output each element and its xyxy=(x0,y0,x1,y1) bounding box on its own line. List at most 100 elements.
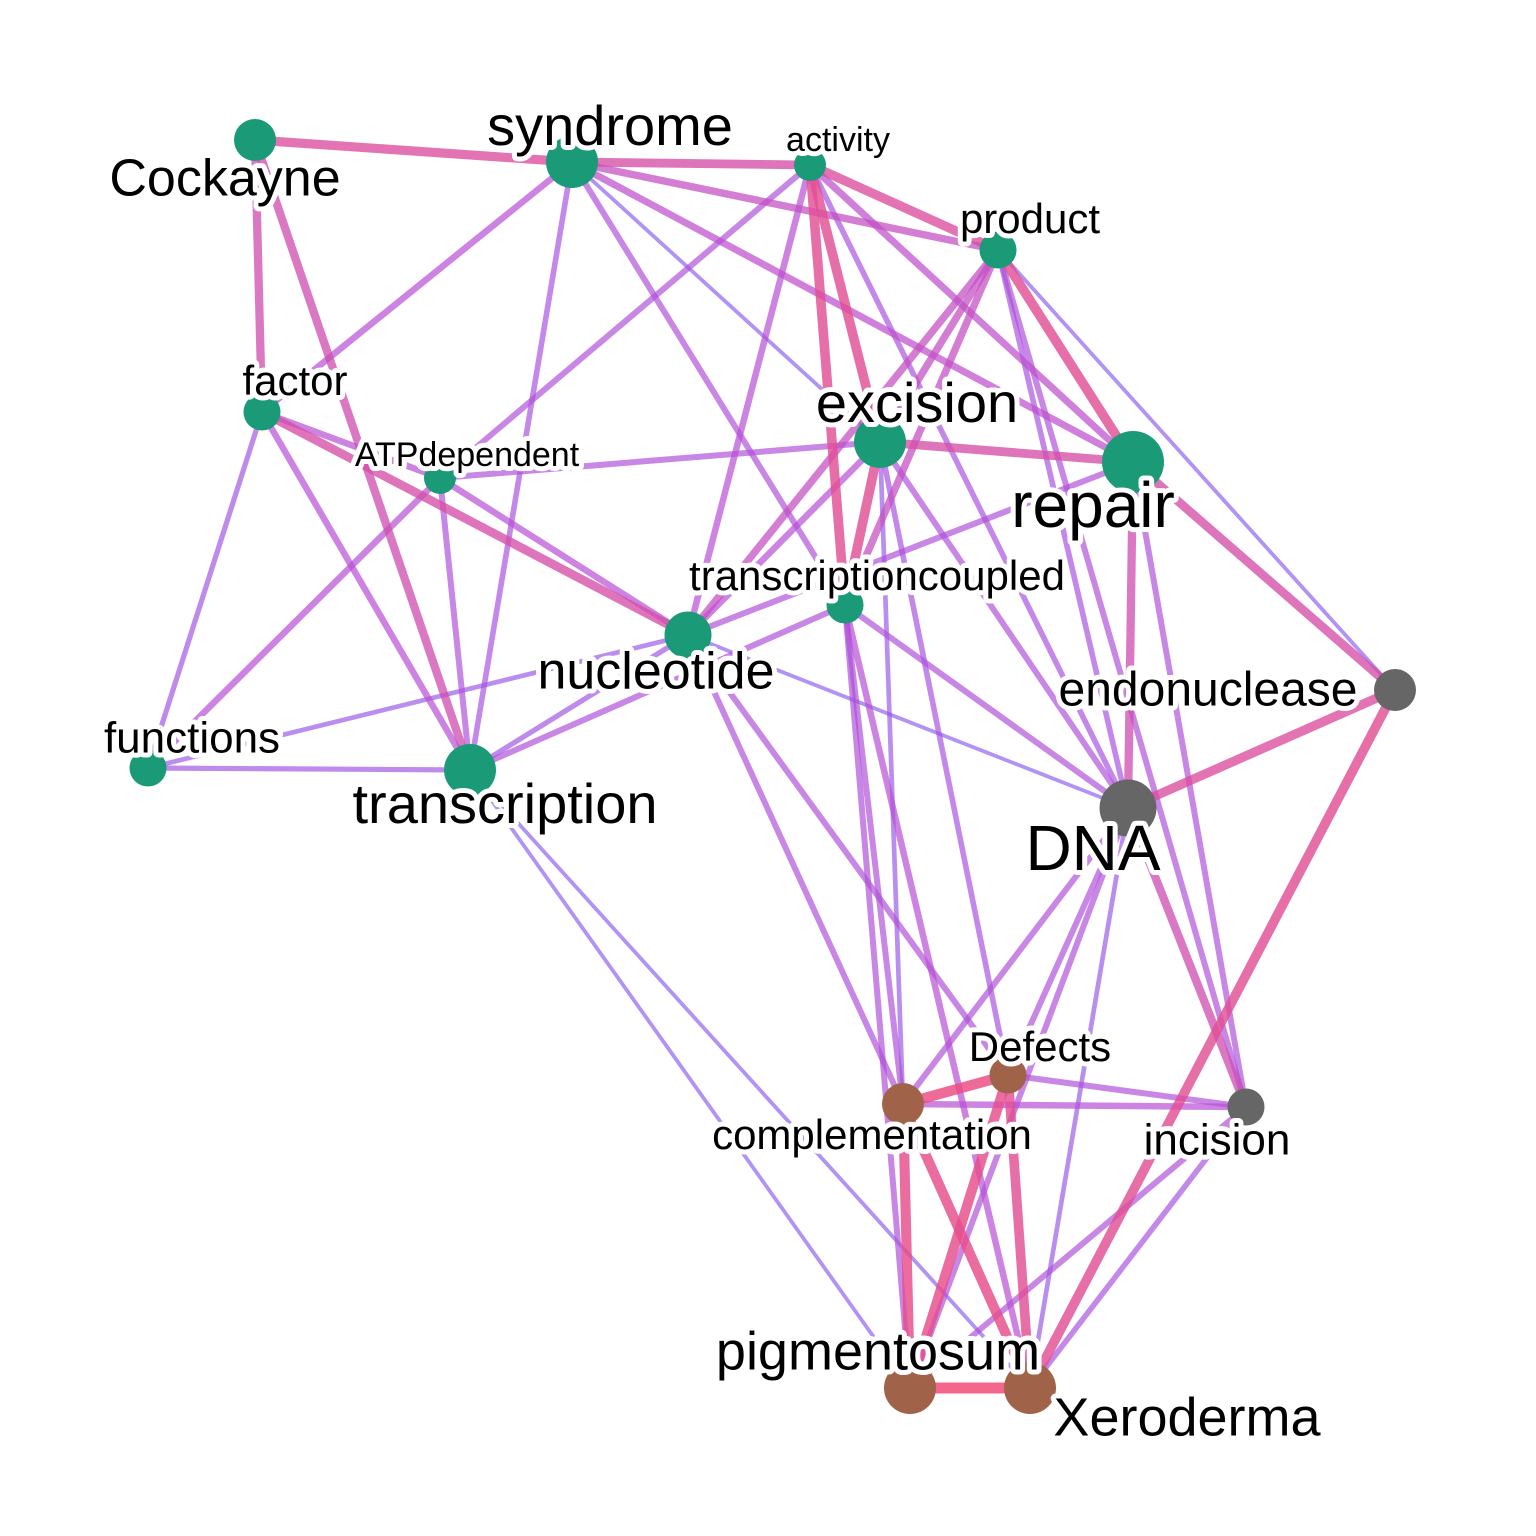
node-functions[interactable] xyxy=(129,749,167,787)
edge-activity-DNA xyxy=(807,162,1131,811)
node-label-functions: functions xyxy=(104,714,280,763)
node-label-Xeroderma: Xeroderma xyxy=(1053,1387,1321,1447)
edge-product-transcriptioncoupled xyxy=(841,246,1002,609)
edge-product-nucleotide xyxy=(684,246,1002,639)
edge-Cockayne-syndrome xyxy=(250,135,577,167)
node-endonuclease[interactable] xyxy=(1374,669,1416,711)
edge-factor-functions xyxy=(145,409,265,771)
edge-syndrome-repair xyxy=(568,158,1137,466)
node-layer xyxy=(129,119,1416,1414)
node-repair[interactable] xyxy=(1102,431,1164,493)
node-label-product: product xyxy=(960,195,1100,242)
node-Defects[interactable] xyxy=(989,1056,1027,1094)
edge-incision-Xeroderma xyxy=(1027,1104,1249,1391)
node-pigmentosum[interactable] xyxy=(884,1362,936,1414)
edge-ATPdependent-excision xyxy=(437,439,883,481)
edge-factor-nucleotide xyxy=(257,407,693,640)
edge-DNA-pigmentosum xyxy=(907,805,1131,1391)
edge-excision-complementation xyxy=(877,439,906,1107)
edge-transcription-Xeroderma xyxy=(468,768,1032,1390)
edge-repair-endonuclease xyxy=(1128,457,1400,695)
node-complementation[interactable] xyxy=(882,1083,924,1125)
node-DNA[interactable] xyxy=(1099,779,1157,837)
node-transcriptioncoupled[interactable] xyxy=(826,586,864,624)
edge-ATPdependent-transcription xyxy=(437,475,473,773)
edge-incision-pigmentosum xyxy=(907,1104,1249,1391)
node-label-activity: activity xyxy=(786,121,890,159)
edge-Defects-incision xyxy=(1005,1072,1249,1110)
edge-DNA-Xeroderma xyxy=(1027,805,1131,1391)
edge-nucleotide-transcription xyxy=(467,632,691,773)
label-layer: Cockayne syndrome activity product factorATP… xyxy=(99,89,1363,1452)
edge-activity-excision xyxy=(805,160,885,447)
node-excision[interactable] xyxy=(854,416,906,468)
node-label-factor: factor xyxy=(242,357,347,404)
node-ATPdependent[interactable] xyxy=(424,462,456,494)
edge-transcriptioncoupled-pigmentosum xyxy=(842,602,913,1391)
edge-complementation-Xeroderma xyxy=(897,1098,1036,1394)
edge-endonuclease-Xeroderma xyxy=(1025,685,1400,1393)
edge-nucleotide-functions xyxy=(145,632,691,771)
edge-syndrome-transcriptioncoupled xyxy=(569,159,848,608)
edge-product-excision xyxy=(876,246,1002,446)
node-nucleotide[interactable] xyxy=(664,611,712,659)
edge-functions-transcription xyxy=(145,765,473,773)
edge-syndrome-product xyxy=(568,158,1002,254)
edge-nucleotide-Defects xyxy=(685,632,1011,1078)
node-label-excision: excision xyxy=(816,371,1018,434)
edge-nucleotide-DNA xyxy=(686,633,1130,810)
edge-transcription-pigmentosum xyxy=(468,768,912,1390)
node-label-repair: repair xyxy=(1011,469,1175,541)
edge-transcriptioncoupled-transcription xyxy=(467,602,848,773)
edge-syndrome-transcription xyxy=(467,159,575,773)
node-label-Defects: Defects xyxy=(969,1023,1111,1070)
node-label-nucleotide: nucleotide xyxy=(537,643,774,701)
node-label-transcription: transcription xyxy=(352,772,657,835)
edge-excision-repair xyxy=(875,437,1138,467)
edge-activity-nucleotide xyxy=(684,161,814,639)
edge-Cockayne-transcription xyxy=(250,135,475,775)
edge-excision-nucleotide xyxy=(684,438,884,639)
node-label-ATPdependent: ATPdependent xyxy=(355,436,580,474)
node-Cockayne[interactable] xyxy=(234,119,276,161)
edge-layer xyxy=(144,135,1400,1394)
edge-endonuclease-DNA xyxy=(1123,685,1400,813)
edge-ATPdependent-functions xyxy=(144,474,444,772)
node-label-Cockayne: Cockayne xyxy=(109,150,340,208)
node-factor[interactable] xyxy=(243,393,281,431)
edge-excision-DNA xyxy=(877,439,1131,811)
node-label-pigmentosum: pigmentosum xyxy=(716,1321,1040,1381)
edge-excision-transcriptioncoupled xyxy=(840,437,885,610)
edge-factor-transcription xyxy=(258,408,474,774)
edge-complementation-incision xyxy=(899,1100,1250,1111)
edge-activity-product xyxy=(805,160,1003,255)
node-product[interactable] xyxy=(979,231,1017,269)
node-transcription[interactable] xyxy=(444,744,496,796)
edge-activity-transcriptioncoupled xyxy=(805,160,850,610)
edge-product-incision xyxy=(995,247,1249,1110)
node-Xeroderma[interactable] xyxy=(1004,1362,1056,1414)
node-label-endonuclease: endonuclease xyxy=(1059,664,1358,717)
edge-product-endonuclease xyxy=(996,248,1397,692)
edge-repair-nucleotide xyxy=(685,459,1136,638)
edge-repair-DNA xyxy=(1123,457,1138,813)
edge-Cockayne-factor xyxy=(250,135,267,417)
node-label-transcriptioncoupled: transcriptioncoupled xyxy=(689,552,1065,599)
node-label-DNA: DNA xyxy=(1025,812,1160,884)
edge-product-DNA xyxy=(995,247,1131,811)
edge-transcriptioncoupled-complementation xyxy=(842,602,906,1107)
node-syndrome[interactable] xyxy=(546,136,598,188)
node-activity[interactable] xyxy=(794,149,826,181)
edge-syndrome-activity xyxy=(567,157,815,170)
edge-DNA-Defects xyxy=(1005,805,1131,1078)
edge-DNA-complementation xyxy=(900,805,1131,1107)
node-label-syndrome: syndrome xyxy=(487,94,733,157)
edge-product-repair xyxy=(993,245,1138,467)
edge-activity-ATPdependent xyxy=(437,162,813,481)
node-incision[interactable] xyxy=(1227,1088,1265,1126)
edge-nucleotide-complementation xyxy=(685,632,906,1107)
edge-excision-Defects xyxy=(877,439,1011,1078)
edge-complementation-pigmentosum xyxy=(897,1098,916,1394)
